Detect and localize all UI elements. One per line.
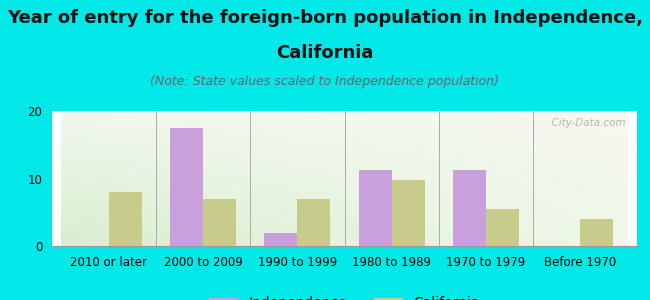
Bar — [297, 199, 330, 246]
Bar — [580, 219, 614, 246]
Bar — [203, 199, 236, 246]
Bar — [392, 180, 424, 246]
Bar — [359, 170, 392, 246]
Text: California: California — [276, 44, 374, 62]
Bar — [170, 128, 203, 246]
Bar — [486, 209, 519, 246]
Legend: Independence, California: Independence, California — [203, 291, 486, 300]
Bar — [453, 170, 486, 246]
Text: Year of entry for the foreign-born population in Independence,: Year of entry for the foreign-born popul… — [7, 9, 643, 27]
Bar — [265, 232, 297, 246]
Text: (Note: State values scaled to Independence population): (Note: State values scaled to Independen… — [151, 75, 499, 88]
Text: City-Data.com: City-Data.com — [545, 118, 625, 128]
Bar — [109, 192, 142, 246]
